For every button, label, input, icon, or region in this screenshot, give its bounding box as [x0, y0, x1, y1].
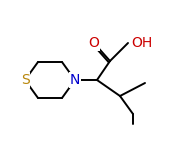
Text: N: N	[70, 73, 80, 87]
Text: OH: OH	[131, 36, 152, 50]
Text: S: S	[21, 73, 29, 87]
Text: O: O	[89, 36, 99, 50]
